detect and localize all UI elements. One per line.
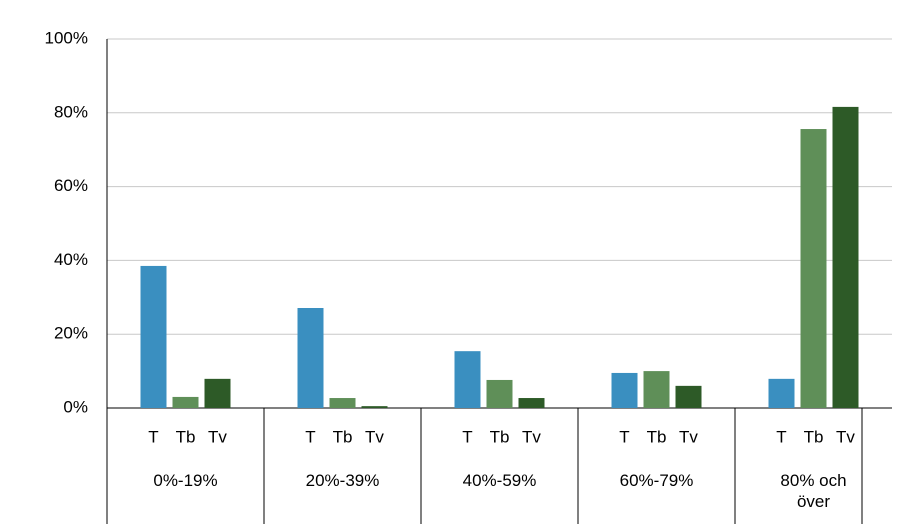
y-tick-label: 40% bbox=[54, 250, 88, 269]
bar bbox=[361, 406, 388, 408]
y-tick-label: 100% bbox=[45, 28, 88, 47]
bar bbox=[832, 106, 859, 409]
x-tick-label: 40%-59% bbox=[462, 471, 537, 490]
bar bbox=[140, 265, 167, 408]
x-tick-label: 80% och över bbox=[780, 471, 847, 511]
bar bbox=[518, 398, 545, 408]
bar bbox=[675, 385, 702, 408]
x-tick-label: 60%-79% bbox=[619, 471, 694, 490]
y-tick-label: 20% bbox=[54, 324, 88, 343]
bar bbox=[611, 372, 638, 408]
bar bbox=[204, 378, 231, 408]
series-label: T bbox=[305, 427, 315, 446]
bar bbox=[454, 351, 481, 408]
bar bbox=[172, 396, 199, 408]
series-label: T bbox=[148, 427, 158, 446]
series-label: Tv bbox=[365, 427, 384, 446]
series-label: Tb bbox=[804, 427, 824, 446]
series-label: T bbox=[462, 427, 472, 446]
bar bbox=[643, 371, 670, 408]
series-label: Tb bbox=[647, 427, 667, 446]
bar bbox=[486, 379, 513, 408]
series-label: Tv bbox=[836, 427, 855, 446]
series-label: Tb bbox=[490, 427, 510, 446]
y-tick-label: 80% bbox=[54, 102, 88, 121]
series-label: Tb bbox=[176, 427, 196, 446]
series-label: T bbox=[776, 427, 786, 446]
bar bbox=[768, 378, 795, 408]
series-label: Tb bbox=[333, 427, 353, 446]
y-tick-label: 60% bbox=[54, 176, 88, 195]
series-label: Tv bbox=[522, 427, 541, 446]
x-tick-label: 20%-39% bbox=[305, 471, 380, 490]
series-label: Tv bbox=[679, 427, 698, 446]
series-label: Tv bbox=[208, 427, 227, 446]
bar bbox=[297, 308, 324, 408]
bar bbox=[800, 129, 827, 408]
bar bbox=[329, 398, 356, 408]
series-label: T bbox=[619, 427, 629, 446]
x-tick-label: 0%-19% bbox=[153, 471, 218, 490]
y-tick-label: 0% bbox=[63, 397, 88, 416]
